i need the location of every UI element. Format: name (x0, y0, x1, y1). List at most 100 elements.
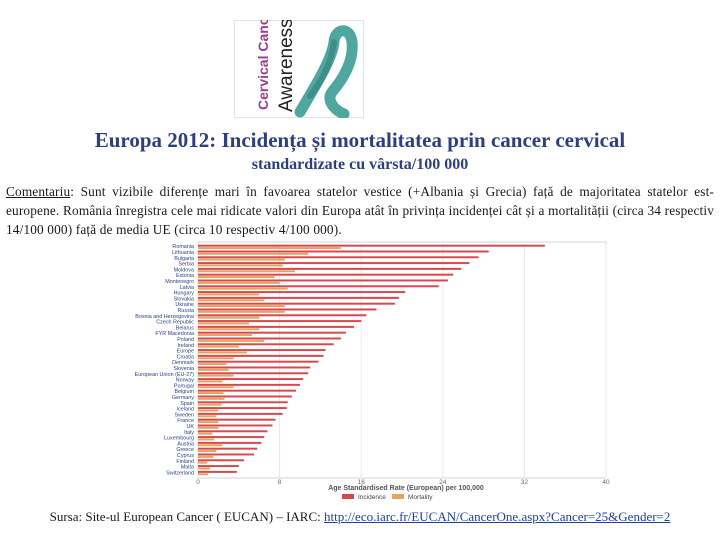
category-label: Ukraine (175, 302, 194, 308)
mortality-bar (198, 397, 225, 400)
incidence-bar (198, 395, 292, 398)
mortality-bar (198, 363, 227, 366)
mortality-bar (198, 415, 217, 418)
incidence-bar (198, 412, 283, 415)
source-prefix: Sursa: Site-ul European Cancer ( EUCAN) … (49, 509, 324, 524)
logo-text-line2: Awareness (276, 20, 297, 112)
incidence-bar (198, 378, 304, 381)
mortality-bar (198, 270, 295, 273)
category-label: Romania (172, 244, 194, 250)
category-label: Slovenia (173, 366, 194, 372)
incidence-bar (198, 430, 268, 433)
category-label: Iceland (177, 407, 194, 413)
mortality-bar (198, 386, 234, 389)
mortality-bar (198, 409, 219, 412)
category-label: Moldova (174, 267, 194, 273)
mortality-bar (198, 328, 260, 331)
category-label: Austria (177, 441, 194, 447)
incidence-bar (198, 424, 273, 427)
source-note: Sursa: Site-ul European Cancer ( EUCAN) … (0, 509, 720, 525)
incidence-bar (198, 256, 479, 259)
mortality-bar (198, 421, 219, 424)
mortality-bar (198, 467, 211, 470)
category-label: Czech Republic (156, 320, 194, 326)
comment-paragraph: Comentariu: Sunt vizibile diferențe mari… (6, 182, 714, 239)
incidence-bar (198, 325, 355, 328)
category-label: Bosnia and Herzegovina (135, 314, 194, 320)
mortality-bar (198, 473, 209, 476)
mortality-bar (198, 357, 234, 360)
mortality-bar (198, 426, 219, 429)
category-label: Estonia (176, 273, 194, 279)
incidence-bar (198, 354, 324, 357)
mortality-bar (198, 351, 247, 354)
x-tick-label: 32 (521, 479, 529, 486)
incidence-bar (198, 285, 439, 288)
x-axis-label: Age Standardised Rate (European) per 100… (328, 485, 484, 492)
incidence-bar (198, 372, 309, 375)
legend-incidence-swatch (342, 494, 354, 499)
incidence-bar (198, 447, 258, 450)
mortality-bar (198, 461, 208, 464)
incidence-bar (198, 308, 377, 311)
incidence-bar (198, 291, 406, 294)
source-link[interactable]: http://eco.iarc.fr/EUCAN/CancerOne.aspx?… (323, 509, 671, 524)
incidence-bar (198, 273, 453, 276)
x-tick-label: 40 (602, 479, 610, 486)
mortality-bar (198, 432, 213, 435)
category-label: Hungary (174, 291, 195, 297)
category-label: European Union (EU-27) (135, 372, 195, 378)
incidence-bar (198, 349, 326, 352)
mortality-bar (198, 345, 239, 348)
category-label: Norway (176, 378, 195, 384)
mortality-bar (198, 339, 265, 342)
category-label: Lithuania (172, 250, 194, 256)
incidence-bar (198, 459, 244, 462)
mortality-bar (198, 380, 223, 383)
incidence-bar (198, 337, 341, 340)
incidence-bar (198, 441, 262, 444)
incidence-bar (198, 383, 300, 386)
incidence-bar (198, 302, 395, 305)
mortality-bar (198, 310, 285, 313)
mortality-bar (198, 392, 224, 395)
category-label: Serbia (178, 262, 194, 268)
category-label: Croatia (177, 354, 194, 360)
incidence-bar (198, 250, 489, 253)
bar-chart-svg: RomaniaLithuaniaBulgariaSerbiaMoldovaEst… (76, 240, 616, 502)
mortality-bar (198, 374, 234, 377)
mortality-bar (198, 293, 260, 296)
incidence-bar (198, 360, 319, 363)
mortality-bar (198, 264, 283, 267)
page-subtitle: standardizate cu vârsta/100 000 (251, 156, 469, 173)
incidence-bar (198, 244, 545, 247)
category-label: Slovakia (174, 296, 194, 302)
category-label: Belarus (176, 325, 195, 331)
mortality-bar (198, 334, 253, 337)
x-tick-label: 16 (358, 479, 366, 486)
legend-mortality-label: Mortality (408, 494, 433, 501)
x-tick-label: 0 (196, 479, 200, 486)
mortality-bar (198, 258, 285, 261)
mortality-bar (198, 305, 285, 308)
awareness-ribbon-icon: Cervical Cancer Awareness (234, 4, 364, 120)
incidence-mortality-chart: Romania Lithuania Bulgaria Serbia Moldova Est… (76, 240, 616, 502)
category-label: Montenegro (165, 279, 194, 285)
cervical-cancer-awareness-logo: Cervical Cancer Awareness (234, 4, 364, 120)
category-label: Germany (172, 395, 194, 401)
mortality-bar (198, 322, 249, 325)
category-label: Ireland (178, 343, 194, 349)
category-label: Malta (181, 465, 194, 471)
legend-incidence-label: Incidence (358, 494, 386, 501)
mortality-bar (198, 368, 229, 371)
mortality-bar (198, 299, 265, 302)
category-label: FYR Macedonia (155, 331, 194, 337)
category-label: Sweden (175, 412, 194, 418)
category-label: Europe (177, 349, 194, 355)
mortality-bar (198, 403, 222, 406)
incidence-bar (198, 366, 311, 369)
x-tick-label: 24 (439, 479, 447, 486)
incidence-bar (198, 279, 448, 282)
category-label: Denmark (172, 360, 194, 366)
mortality-bar (198, 316, 260, 319)
